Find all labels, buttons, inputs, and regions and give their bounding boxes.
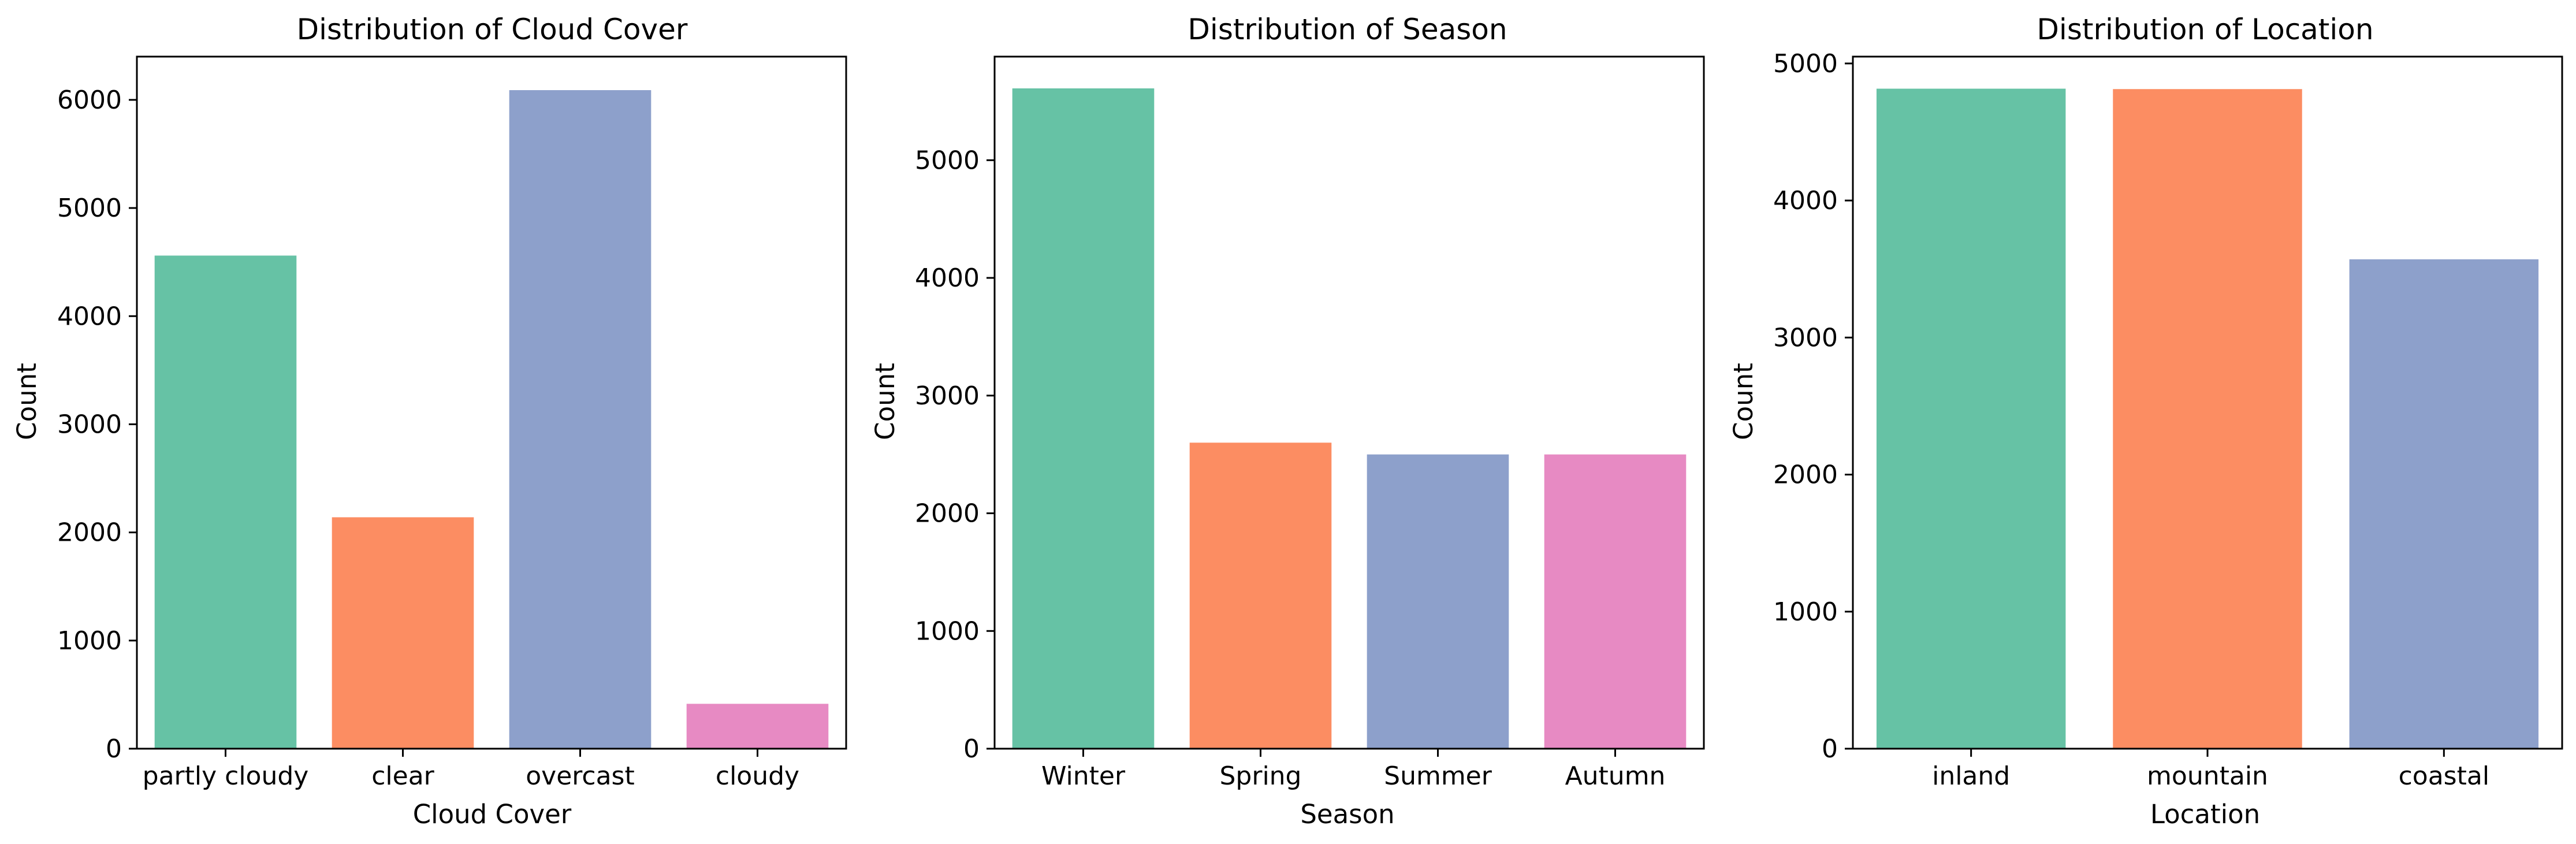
x-tick-label: inland (1932, 761, 2010, 791)
x-tick-label: cloudy (716, 761, 799, 791)
plot-frame (136, 55, 847, 750)
bar-spring (1189, 443, 1332, 749)
y-axis-label: Count (1728, 363, 1759, 440)
y-tick-label: 3000 (915, 381, 980, 411)
chart-title: Distribution of Season (1188, 13, 1507, 46)
bar-partly-cloudy (154, 255, 297, 749)
x-tick-label: Summer (1384, 761, 1492, 791)
x-tick-label: clear (371, 761, 434, 791)
y-axis-label: Count (12, 363, 42, 440)
y-tick-label: 0 (106, 734, 122, 764)
x-tick-label: Spring (1220, 761, 1302, 791)
x-tick-label: overcast (526, 761, 634, 791)
plot-frame (993, 55, 1705, 750)
y-tick-label: 6000 (57, 85, 122, 115)
bar-mountain (2113, 89, 2302, 749)
x-axis-label: Season (1300, 799, 1394, 830)
x-axis-label: Cloud Cover (413, 799, 572, 830)
x-axis-label: Location (2150, 799, 2260, 830)
bar-summer (1367, 454, 1509, 749)
bar-cloudy (686, 704, 829, 749)
y-axis-label: Count (870, 363, 900, 440)
x-tick-label: Autumn (1565, 761, 1666, 791)
y-tick-label: 4000 (915, 263, 980, 293)
y-tick-label: 4000 (57, 302, 122, 331)
chart-location: Distribution of Location Location Count … (1728, 13, 2563, 830)
chart-title: Distribution of Location (2037, 13, 2373, 46)
bar-inland (1876, 88, 2066, 749)
bar-overcast (509, 90, 652, 749)
bar-winter (1012, 88, 1155, 749)
bar-coastal (2349, 259, 2539, 749)
bar-autumn (1544, 454, 1687, 749)
y-tick-label: 5000 (915, 146, 980, 175)
y-tick-label: 3000 (57, 410, 122, 439)
y-tick-label: 4000 (1773, 186, 1838, 215)
x-tick-label: coastal (2399, 761, 2489, 791)
bar-clear (332, 517, 474, 749)
x-tick-label: partly cloudy (143, 761, 309, 791)
y-tick-label: 1000 (57, 626, 122, 656)
y-tick-label: 5000 (1773, 49, 1838, 79)
x-tick-label: Winter (1041, 761, 1126, 791)
y-tick-label: 3000 (1773, 323, 1838, 352)
y-tick-label: 2000 (1773, 460, 1838, 490)
chart-title: Distribution of Cloud Cover (297, 13, 688, 46)
y-tick-label: 2000 (915, 499, 980, 529)
y-tick-label: 0 (1822, 734, 1838, 764)
x-tick-label: mountain (2147, 761, 2268, 791)
y-tick-label: 1000 (1773, 597, 1838, 627)
y-tick-label: 0 (963, 734, 980, 764)
y-tick-label: 5000 (57, 194, 122, 223)
y-tick-label: 2000 (57, 518, 122, 548)
y-tick-label: 1000 (915, 616, 980, 646)
chart-cloud-cover: Distribution of Cloud Cover Cloud Cover … (12, 13, 847, 830)
chart-season: Distribution of Season Season Count 0 100… (870, 13, 1705, 830)
